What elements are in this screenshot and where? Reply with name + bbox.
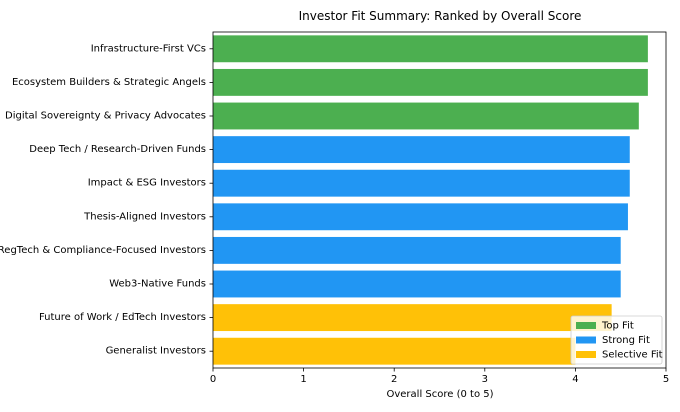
y-tick-label: Impact & ESG Investors (88, 178, 206, 189)
x-tick-label: 0 (210, 374, 216, 385)
y-tick-label: Infrastructure-First VCs (91, 43, 206, 54)
x-axis-ticks: 0 1 2 3 4 5 (210, 368, 669, 385)
y-tick-label: Deep Tech / Research-Driven Funds (29, 144, 206, 155)
y-tick-label: Thesis-Aligned Investors (83, 211, 206, 222)
legend-label: Selective Fit (602, 350, 663, 361)
bars-group (213, 35, 648, 365)
bar (213, 236, 621, 264)
chart-title: Investor Fit Summary: Ranked by Overall … (299, 9, 582, 23)
plot-frame (212, 31, 667, 369)
bar (213, 304, 612, 332)
bar (213, 102, 639, 130)
legend: Top Fit Strong Fit Selective Fit (570, 315, 663, 365)
legend-label: Strong Fit (602, 335, 650, 346)
legend-swatch (576, 351, 596, 358)
y-tick-label: Digital Sovereignty & Privacy Advocates (5, 111, 206, 122)
y-tick-label: Generalist Investors (106, 346, 206, 357)
bar (213, 337, 576, 365)
y-tick-label: Future of Work / EdTech Investors (39, 312, 206, 323)
x-tick-label: 4 (572, 374, 578, 385)
bar (213, 203, 628, 231)
bar (213, 35, 648, 63)
y-tick-label: RegTech & Compliance-Focused Investors (0, 245, 206, 256)
x-axis-label: Overall Score (0 to 5) (386, 389, 493, 400)
bar (213, 270, 621, 298)
legend-swatch (576, 322, 596, 329)
bar (213, 169, 630, 197)
y-tick-label: Web3-Native Funds (109, 279, 206, 290)
x-tick-label: 1 (300, 374, 306, 385)
y-tick-label: Ecosystem Builders & Strategic Angels (12, 77, 206, 88)
x-tick-label: 5 (663, 374, 669, 385)
y-axis-ticks: Infrastructure-First VCs Ecosystem Builde… (0, 43, 213, 357)
bar (213, 136, 630, 164)
bar (213, 68, 648, 96)
legend-label: Top Fit (601, 321, 634, 332)
x-tick-label: 2 (391, 374, 397, 385)
legend-swatch (576, 336, 596, 344)
x-tick-label: 3 (482, 374, 488, 385)
